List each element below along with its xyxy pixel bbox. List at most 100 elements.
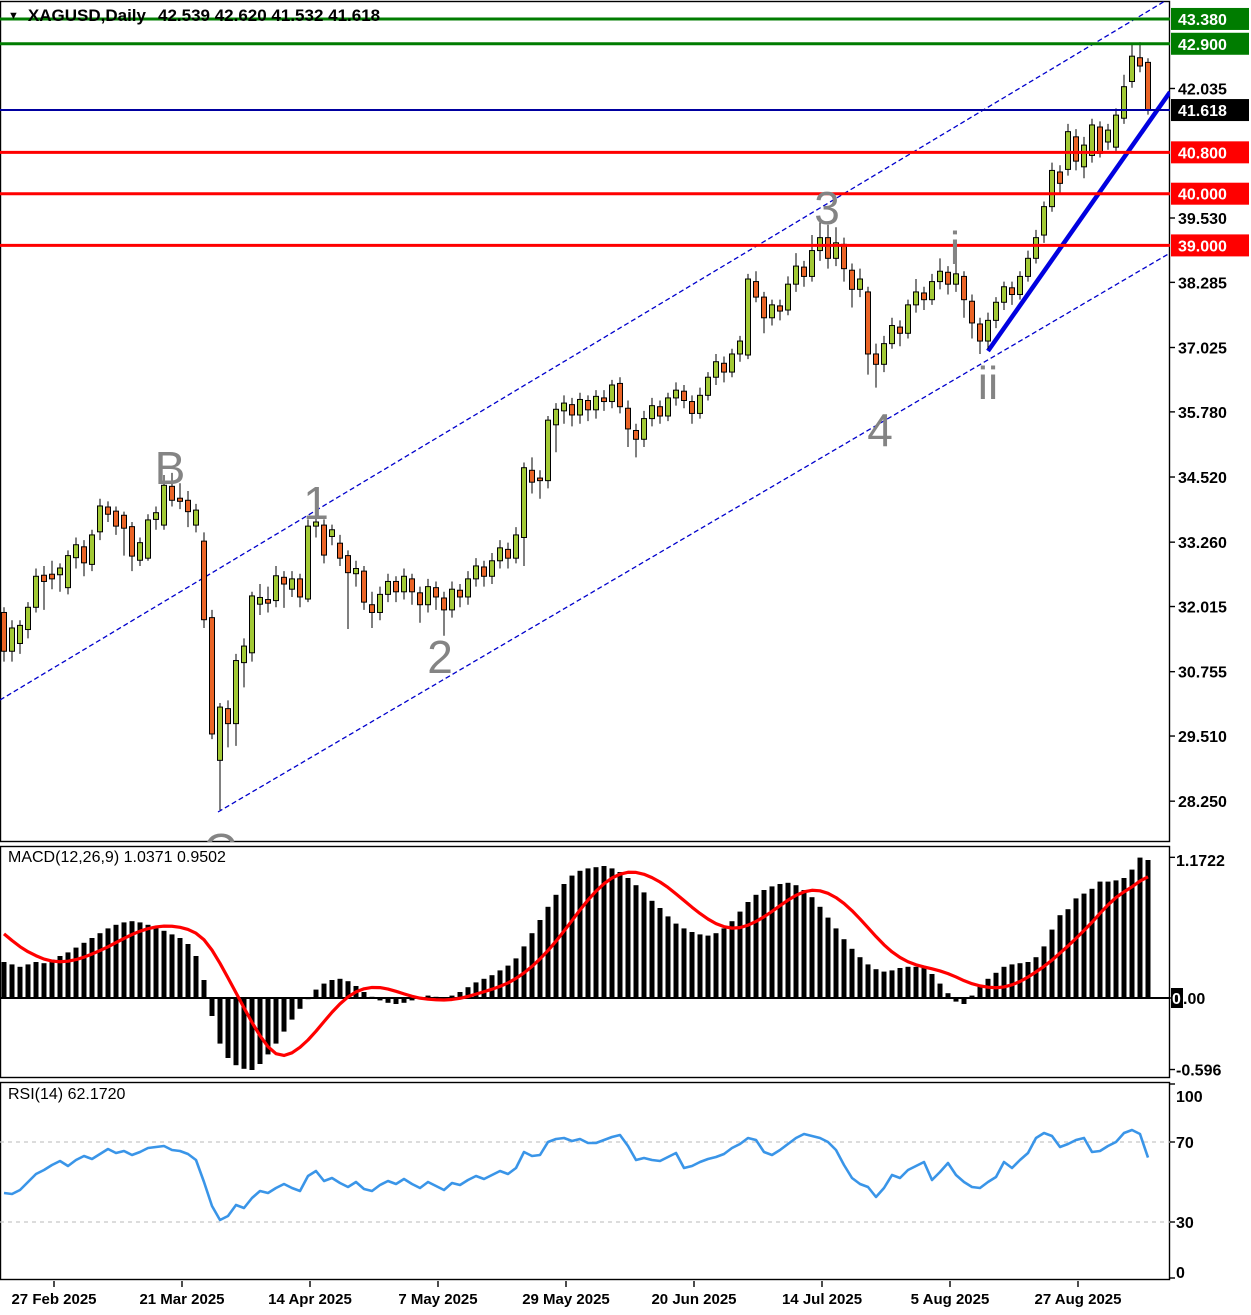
bear-candle <box>529 469 535 483</box>
bull-candle <box>473 565 479 580</box>
bear-candle <box>849 269 855 290</box>
bear-candle <box>1145 61 1151 111</box>
macd-histogram-bar <box>825 917 831 998</box>
bull-candle <box>385 580 391 595</box>
bull-candle <box>241 645 247 664</box>
bull-candle <box>425 586 431 606</box>
bull-candle <box>985 319 991 342</box>
macd-histogram-bar <box>57 956 63 998</box>
price-level-badge <box>1171 7 1249 30</box>
date-axis[interactable]: 27 Feb 2025 21 Mar 2025 14 Apr 2025 7 May 2… <box>11 1281 1122 1308</box>
bear-candle <box>49 573 55 580</box>
macd-histogram-bar <box>409 998 415 1001</box>
macd-histogram-bar <box>841 939 847 998</box>
macd-histogram-bar <box>185 944 191 998</box>
price-axis-label: 42.035 <box>1178 81 1227 98</box>
bull-candle <box>609 384 615 403</box>
bull-candle <box>465 578 471 598</box>
macd-histogram-bar <box>9 964 15 998</box>
bear-candle <box>1009 287 1015 296</box>
wave-label-i: i <box>950 222 960 274</box>
macd-histogram-bar <box>705 935 711 998</box>
macd-histogram-bar <box>209 998 215 1016</box>
bull-candle <box>809 250 815 277</box>
bull-candle <box>401 575 407 593</box>
macd-histogram-bar <box>913 966 919 998</box>
bull-candle <box>1025 257 1031 277</box>
bull-candle <box>489 560 495 577</box>
bull-candle <box>1113 114 1119 148</box>
macd-histogram-bar <box>217 998 223 1044</box>
bear-candle <box>433 587 439 598</box>
macd-histogram-bar <box>25 964 31 998</box>
macd-histogram-bar <box>657 908 663 998</box>
price-level-badge <box>1171 141 1249 164</box>
bull-candle <box>793 265 799 285</box>
channel-upper-trendline[interactable] <box>0 0 1170 701</box>
bull-candle <box>65 555 71 589</box>
price-level-badge <box>1171 99 1249 122</box>
price-axis-label: 30.755 <box>1178 665 1227 682</box>
main-panel-border <box>0 0 1171 843</box>
macd-histogram-bar <box>337 978 343 998</box>
macd-histogram-bar <box>953 998 959 1002</box>
macd-axis-label: -0.596 <box>1176 1063 1221 1080</box>
bear-candle <box>209 617 215 735</box>
price-axis[interactable]: 42.035 39.530 38.285 37.025 35.780 34.520 33.2… <box>1170 7 1249 1282</box>
bear-candle <box>921 292 927 301</box>
macd-histogram-bar <box>641 892 647 998</box>
macd-panel-border <box>0 845 1171 1079</box>
macd-histogram-bar <box>649 900 655 998</box>
macd-histogram-bar <box>1121 878 1127 998</box>
macd-histogram-bar <box>761 890 767 998</box>
macd-histogram-bar <box>153 927 159 998</box>
macd-panel <box>0 857 1170 1070</box>
macd-histogram-bar <box>961 998 967 1004</box>
impulse-trendline[interactable] <box>986 90 1170 353</box>
macd-histogram-bar <box>89 938 95 998</box>
bull-candle <box>953 273 959 285</box>
price-level-badge <box>1171 234 1249 257</box>
macd-histogram-bar <box>833 928 839 998</box>
macd-histogram-bar <box>1105 881 1111 998</box>
macd-histogram-bar <box>1065 909 1071 998</box>
macd-histogram-bar <box>377 998 383 1001</box>
macd-indicator-label: MACD(12,26,9) 1.0371 0.9502 <box>8 849 226 866</box>
bull-candle <box>769 304 775 319</box>
macd-histogram-bar <box>481 978 487 998</box>
bear-candle <box>777 305 783 312</box>
macd-histogram-bar <box>737 911 743 998</box>
macd-histogram-bar <box>249 998 255 1070</box>
symbol-dropdown-icon[interactable]: ▼ <box>8 9 19 22</box>
macd-histogram-bar <box>873 969 879 998</box>
bear-candle <box>265 599 271 604</box>
rsi-axis-label: 30 <box>1176 1215 1194 1232</box>
channel-lower-trendline[interactable] <box>217 252 1170 813</box>
bull-candle <box>1049 169 1055 208</box>
bear-candle <box>977 323 983 342</box>
date-axis-label: 27 Aug 2025 <box>1035 1291 1122 1308</box>
bull-candle <box>697 394 703 414</box>
bull-candle <box>1105 129 1111 143</box>
bear-candle <box>337 542 343 559</box>
bear-candle <box>201 540 207 621</box>
macd-histogram-bar <box>697 934 703 998</box>
macd-histogram-bar <box>1073 898 1079 998</box>
macd-zero-badge-label: 0 <box>1172 991 1181 1008</box>
macd-histogram-bar <box>1033 957 1039 998</box>
macd-histogram-bar <box>969 995 975 998</box>
bear-candle <box>169 485 175 501</box>
macd-histogram-bar <box>769 886 775 998</box>
bull-candle <box>785 283 791 311</box>
price-axis-label: 34.520 <box>1178 470 1227 487</box>
bull-candle <box>497 547 503 562</box>
macd-histogram-bar <box>465 987 471 998</box>
bear-candle <box>441 597 447 611</box>
macd-histogram-bar <box>137 922 143 998</box>
macd-histogram-bar <box>457 992 463 998</box>
bull-candle <box>289 578 295 590</box>
rsi-axis-label: 70 <box>1176 1135 1194 1152</box>
bull-candle <box>993 301 999 321</box>
bull-candle <box>705 376 711 396</box>
